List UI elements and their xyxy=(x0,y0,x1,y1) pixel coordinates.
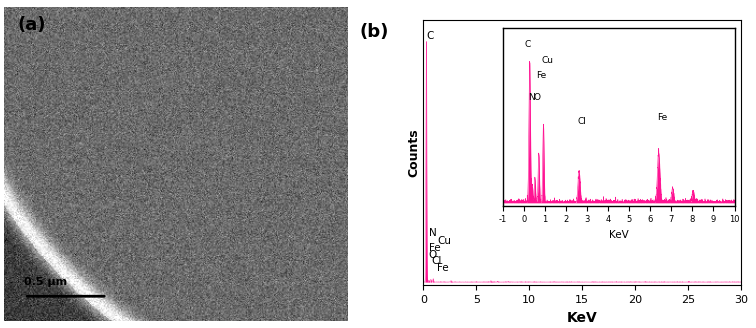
Text: 0.5 μm: 0.5 μm xyxy=(24,277,67,287)
Text: (b): (b) xyxy=(359,23,389,41)
Text: N: N xyxy=(429,228,436,238)
Text: Fe: Fe xyxy=(437,263,449,273)
Y-axis label: Counts: Counts xyxy=(407,128,420,177)
Text: (a): (a) xyxy=(17,16,46,34)
X-axis label: KeV: KeV xyxy=(567,311,597,325)
Text: Cl: Cl xyxy=(432,256,442,266)
Text: Cu: Cu xyxy=(437,236,451,246)
Text: Fe: Fe xyxy=(429,243,440,253)
Text: O: O xyxy=(429,250,437,260)
Text: C: C xyxy=(426,31,434,41)
